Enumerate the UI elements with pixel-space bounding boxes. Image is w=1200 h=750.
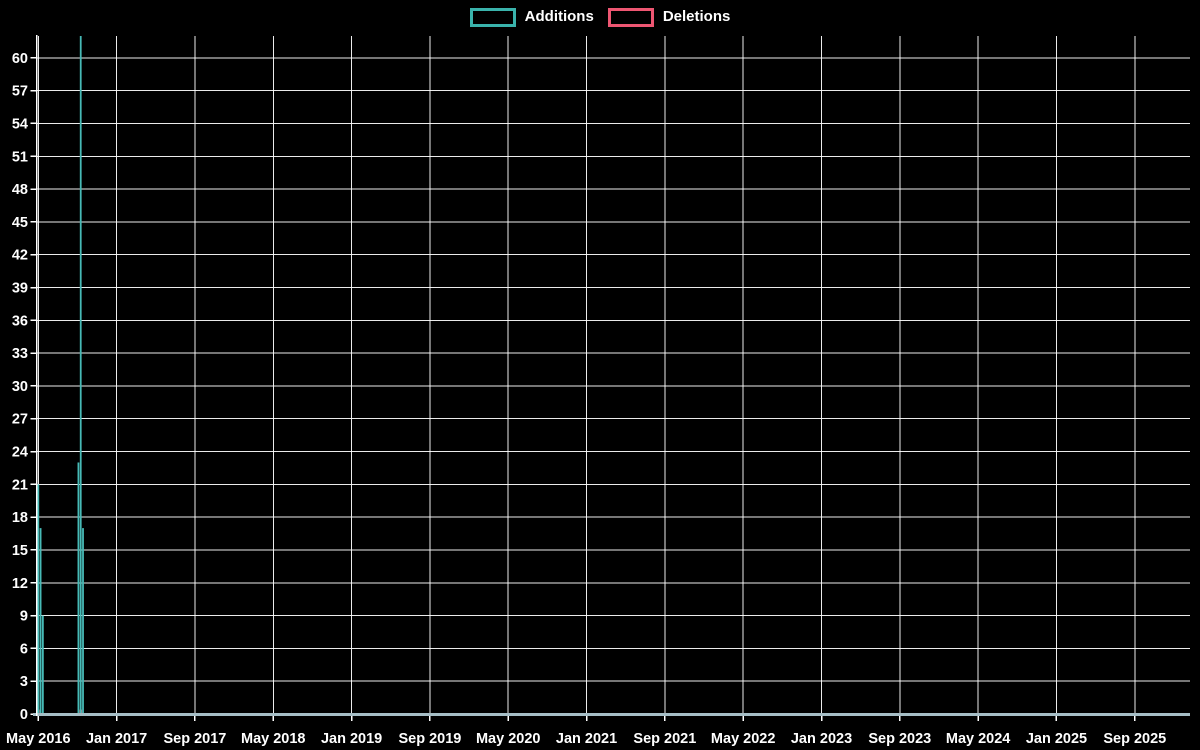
y-tick-label: 45 [12, 215, 28, 231]
chart-legend: Additions Deletions [0, 7, 1200, 27]
additions-bar [79, 36, 82, 714]
additions-bar [37, 484, 40, 714]
y-tick-label: 15 [12, 543, 28, 559]
additions-swatch-icon [469, 7, 516, 27]
y-tick-label: 48 [12, 182, 28, 198]
x-tick-label: May 2018 [241, 731, 306, 747]
y-tick-label: 33 [12, 346, 28, 362]
additions-bar [41, 615, 44, 714]
additions-bar [77, 462, 80, 714]
x-tick-label: Jan 2025 [1026, 731, 1087, 747]
x-tick-label: Jan 2019 [321, 731, 382, 747]
y-tick-label: 30 [12, 379, 28, 395]
x-tick-label: May 2020 [476, 731, 541, 747]
x-tick-label: May 2022 [711, 731, 776, 747]
y-tick-label: 3 [20, 674, 28, 690]
x-tick-label: Sep 2017 [163, 731, 226, 747]
x-tick-label: Sep 2023 [868, 731, 931, 747]
x-tick-label: Jan 2023 [791, 731, 852, 747]
y-tick-label: 18 [12, 510, 28, 526]
legend-item-additions[interactable]: Additions [469, 7, 594, 27]
deletions-swatch-icon [607, 7, 654, 27]
y-tick-label: 60 [12, 51, 28, 67]
y-tick-label: 51 [12, 149, 28, 165]
y-tick-label: 9 [20, 609, 28, 625]
y-tick-label: 36 [12, 313, 28, 329]
additions-bar [82, 528, 84, 714]
deletions-legend-label: Deletions [662, 8, 731, 25]
x-tick-label: Jan 2021 [556, 731, 617, 747]
legend-item-deletions[interactable]: Deletions [607, 7, 731, 27]
additions-bar [39, 528, 42, 714]
y-tick-label: 27 [12, 412, 28, 428]
x-tick-label: May 2024 [946, 731, 1011, 747]
y-tick-label: 24 [12, 445, 28, 461]
x-tick-label: Sep 2019 [398, 731, 461, 747]
x-tick-label: Jan 2017 [86, 731, 147, 747]
y-tick-label: 21 [12, 477, 28, 493]
y-tick-label: 42 [12, 248, 28, 264]
x-tick-label: Sep 2025 [1103, 731, 1166, 747]
y-tick-label: 39 [12, 281, 28, 297]
y-tick-label: 57 [12, 84, 28, 100]
additions-legend-label: Additions [524, 8, 594, 25]
y-tick-label: 54 [12, 116, 28, 132]
x-tick-label: May 2016 [6, 731, 71, 747]
y-tick-label: 6 [20, 641, 28, 657]
y-tick-label: 12 [12, 576, 28, 592]
x-tick-label: Sep 2021 [633, 731, 696, 747]
y-tick-label: 0 [20, 707, 28, 723]
